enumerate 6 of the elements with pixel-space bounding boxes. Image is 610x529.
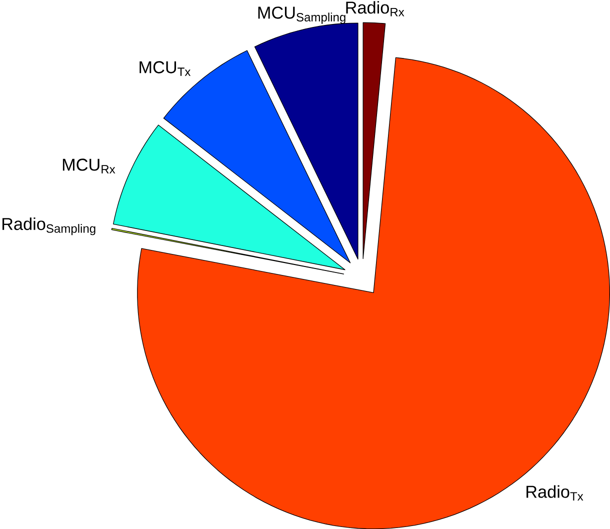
slice-label: Radio$_{Tx}$ bbox=[526, 485, 584, 500]
slice-label: Radio$_{Rx}$ bbox=[346, 0, 404, 16]
slice-label: MCU$_{Tx}$ bbox=[140, 61, 191, 76]
slice-label: Radio$_{Sampling}$ bbox=[2, 217, 96, 236]
slice-label: MCU$_{Sampling}$ bbox=[258, 6, 346, 24]
slice-label: MCU$_{Rx}$ bbox=[62, 158, 116, 174]
